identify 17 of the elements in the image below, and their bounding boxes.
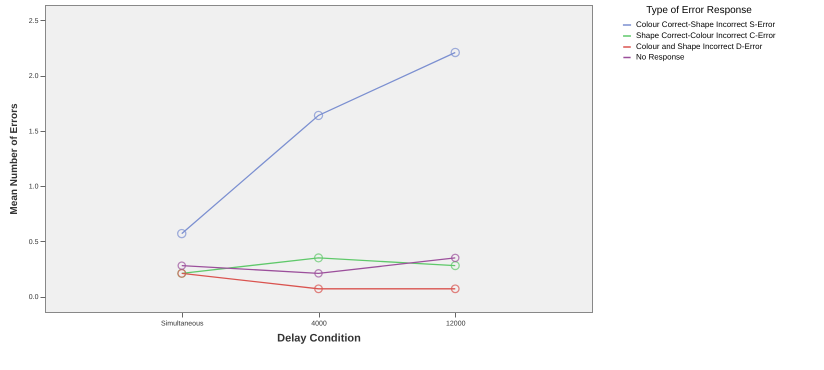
- point: [177, 261, 186, 270]
- point: [314, 110, 324, 120]
- legend-label: No Response: [636, 52, 686, 62]
- point: [450, 48, 460, 58]
- legend-title: Type of Error Response: [646, 5, 752, 16]
- point: [314, 269, 323, 278]
- legend-label: Shape Correct-Colour Incorrect C-Error: [636, 31, 776, 40]
- x-axis-title: Delay Condition: [277, 332, 362, 344]
- y-axis-title: Mean Number of Errors: [8, 103, 20, 215]
- point: [450, 254, 460, 262]
- point: [314, 253, 324, 262]
- point: [450, 261, 460, 270]
- point: [450, 284, 460, 294]
- legend-label: Colour Correct-Shape Incorrect S-Error: [636, 20, 776, 29]
- legend-label: Colour and Shape Incorrect D-Error: [636, 42, 763, 51]
- point: [177, 228, 186, 238]
- point: [314, 284, 323, 294]
